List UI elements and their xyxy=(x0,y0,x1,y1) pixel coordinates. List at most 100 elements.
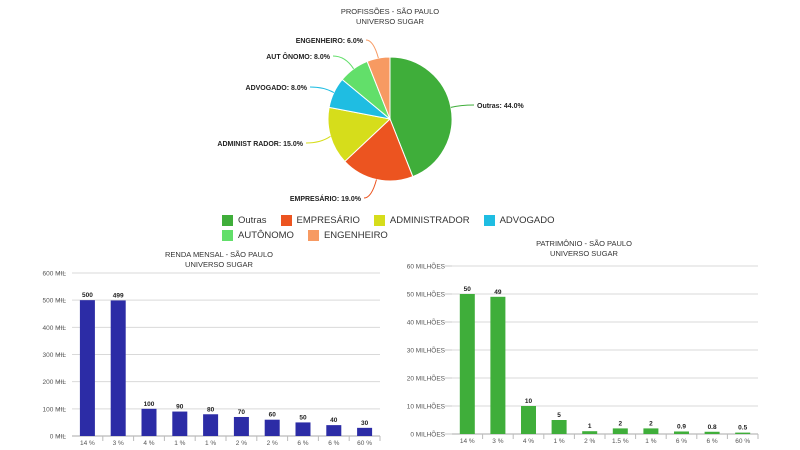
y-tick-label: 0 MILHÕES xyxy=(410,430,445,439)
y-tick-label: 50 MILHÕES xyxy=(407,290,446,299)
y-tick-label: 30 MILHÕES xyxy=(407,346,446,355)
bar-8[interactable] xyxy=(326,425,342,436)
legend-item-advogado[interactable]: ADVOGADO xyxy=(483,213,554,228)
x-tick-label-0: 14 % xyxy=(80,440,95,447)
pie-connector-2 xyxy=(305,135,331,144)
pie-chart-title: PROFISSÕES - SÃO PAULO xyxy=(341,7,439,16)
bar-value-label-8: 0.8 xyxy=(708,424,717,431)
x-tick-label-1: 3 % xyxy=(113,440,124,447)
x-tick-label-4: 1 % xyxy=(205,440,216,447)
bar-2[interactable] xyxy=(141,408,157,436)
x-tick-label-4: 2 % xyxy=(584,438,595,445)
bar-3[interactable] xyxy=(551,420,567,434)
legend-label: AUTÔNOMO xyxy=(238,230,294,241)
bar-5[interactable] xyxy=(612,428,628,434)
bar-3[interactable] xyxy=(172,411,188,436)
bar-value-label-7: 0.9 xyxy=(677,423,686,430)
x-tick-label-3: 1 % xyxy=(553,438,564,445)
pie-label-2: ADMINIST RADOR: 15.0% xyxy=(217,141,303,148)
legend-item-outras[interactable]: Outras xyxy=(222,213,267,228)
x-tick-label-2: 4 % xyxy=(143,440,154,447)
bar-value-label-6: 60 xyxy=(269,412,277,419)
bar-value-label-5: 2 xyxy=(618,420,622,427)
pie-label-4: AUT ÔNOMO: 8.0% xyxy=(266,52,331,61)
bar-value-label-9: 30 xyxy=(361,420,369,427)
bar-6[interactable] xyxy=(643,428,659,434)
bar-value-label-0: 500 xyxy=(82,292,93,299)
legend-swatch-engenheiro xyxy=(307,230,319,241)
income-chart-subtitle: UNIVERSO SUGAR xyxy=(185,260,254,269)
pie-label-1: EMPRESÁRIO: 19.0% xyxy=(290,194,362,203)
bar-7[interactable] xyxy=(674,431,689,434)
legend-swatch-autonomo xyxy=(222,230,233,241)
pie-connector-3 xyxy=(309,86,335,94)
bar-value-label-5: 70 xyxy=(238,409,246,416)
y-tick-label: 60 MILHÕES xyxy=(407,262,446,271)
x-tick-label-6: 1 % xyxy=(645,438,656,445)
bar-value-label-4: 1 xyxy=(588,423,592,430)
bar-9[interactable] xyxy=(735,432,751,434)
legend-swatch-administrador xyxy=(373,215,385,226)
x-tick-label-9: 60 % xyxy=(357,440,372,447)
pie-connector-0 xyxy=(450,104,475,108)
bar-7[interactable] xyxy=(295,422,311,436)
bar-1[interactable] xyxy=(490,296,506,434)
x-tick-label-5: 1.5 % xyxy=(612,438,629,445)
legend-label: ADMINISTRADOR xyxy=(389,215,470,226)
x-tick-label-7: 6 % xyxy=(297,440,308,447)
pie-slice-2[interactable] xyxy=(327,106,392,163)
y-tick-label: 40 MILHÕES xyxy=(407,318,446,327)
pie-legend: Outras EMPRESÁRIO ADMINISTRADOR ADVOGADO… xyxy=(222,213,582,243)
y-tick-label: 0 MIL xyxy=(50,434,67,441)
bar-5[interactable] xyxy=(233,416,249,436)
x-tick-label-2: 4 % xyxy=(523,438,534,445)
bar-0[interactable] xyxy=(459,294,475,434)
pie-label-3: ADVOGADO: 8.0% xyxy=(246,85,308,92)
legend-swatch-advogado xyxy=(483,215,495,226)
bar-4[interactable] xyxy=(582,431,598,434)
x-tick-label-5: 2 % xyxy=(236,440,247,447)
legend-item-autonomo[interactable]: AUTÔNOMO xyxy=(222,228,294,243)
bar-1[interactable] xyxy=(110,300,126,436)
assets-chart-title: PATRIMÔNIO - SÃO PAULO xyxy=(536,239,632,248)
y-tick-label: 200 MIL xyxy=(43,379,67,386)
bar-value-label-1: 49 xyxy=(494,289,502,296)
bar-value-label-3: 90 xyxy=(176,404,184,411)
y-tick-label: 100 MIL xyxy=(43,406,67,413)
bar-6[interactable] xyxy=(264,419,280,436)
bar-value-label-9: 0.5 xyxy=(738,425,747,432)
pie-connector-1 xyxy=(363,179,377,199)
legend-item-engenheiro[interactable]: ENGENHEIRO xyxy=(307,228,388,243)
y-tick-label: 500 MIL xyxy=(43,298,67,305)
bar-value-label-3: 5 xyxy=(557,412,561,419)
x-tick-label-8: 6 % xyxy=(706,438,717,445)
pie-label-0: Outras: 44.0% xyxy=(477,103,524,110)
bar-value-label-0: 50 xyxy=(464,286,472,293)
legend-label: Outras xyxy=(238,215,267,226)
legend-swatch-outras xyxy=(222,215,233,226)
legend-item-empresario[interactable]: EMPRESÁRIO xyxy=(280,213,360,228)
legend-label: EMPRESÁRIO xyxy=(296,215,360,226)
bar-2[interactable] xyxy=(521,406,536,434)
income-bar-chart: 0 MIL 100 MIL 200 MIL 300 MIL 400 MIL 500 MIL… xyxy=(43,271,381,447)
bar-value-label-6: 2 xyxy=(649,420,653,427)
x-tick-label-3: 1 % xyxy=(174,440,185,447)
x-tick-label-6: 2 % xyxy=(267,440,278,447)
x-tick-label-0: 14 % xyxy=(460,438,475,445)
bar-value-label-1: 499 xyxy=(113,292,124,299)
bar-4[interactable] xyxy=(203,414,219,436)
pie-chart-subtitle: UNIVERSO SUGAR xyxy=(356,17,425,26)
pie-label-5: ENGENHEIRO: 6.0% xyxy=(296,38,364,45)
bar-value-label-7: 50 xyxy=(299,414,307,421)
bar-0[interactable] xyxy=(79,300,95,436)
x-tick-label-8: 6 % xyxy=(328,440,339,447)
bar-9[interactable] xyxy=(357,427,373,436)
legend-item-administrador[interactable]: ADMINISTRADOR xyxy=(373,213,470,228)
pie-slice-0[interactable] xyxy=(389,56,453,178)
bar-8[interactable] xyxy=(704,431,720,434)
pie-connector-5 xyxy=(365,39,379,59)
pie-chart: Outras: 44.0% EMPRESÁRIO: 19.0% ADMINIST R… xyxy=(217,38,524,203)
y-tick-label: 600 MIL xyxy=(43,271,67,278)
